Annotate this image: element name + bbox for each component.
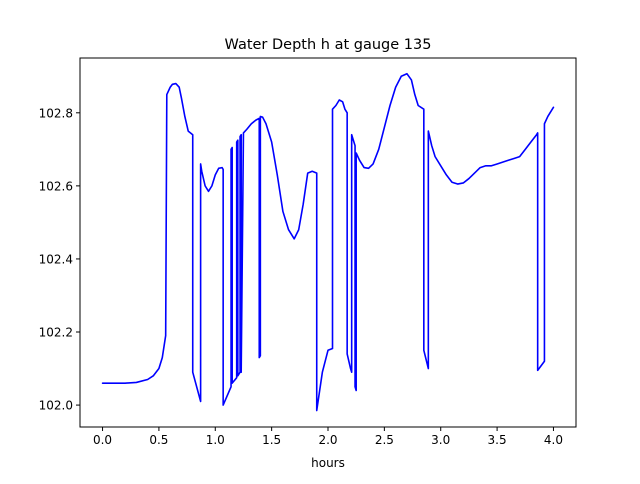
chart-title: Water Depth h at gauge 135 <box>225 37 432 53</box>
series-line-0 <box>101 72 555 412</box>
y-tick-label: 102.8 <box>39 106 73 120</box>
x-axis-label: hours <box>311 456 345 470</box>
x-tick-label: 4.0 <box>544 433 563 447</box>
x-tick-label: 3.0 <box>431 433 450 447</box>
x-axis: 0.0 0.5 1.0 1.5 2.0 2.5 3.0 3.5 4.0 <box>93 427 563 447</box>
x-tick-label: 3.5 <box>488 433 507 447</box>
x-tick-label: 0.5 <box>149 433 168 447</box>
plot-area <box>101 72 555 412</box>
y-tick-label: 102.4 <box>39 252 73 266</box>
y-tick-label: 102.0 <box>39 399 73 413</box>
x-tick-label: 1.5 <box>262 433 281 447</box>
x-tick-label: 2.0 <box>318 433 337 447</box>
y-tick-label: 102.6 <box>39 179 73 193</box>
y-axis: 102.0 102.2 102.4 102.6 102.8 <box>39 106 80 413</box>
x-tick-label: 2.5 <box>375 433 394 447</box>
y-tick-label: 102.2 <box>39 326 73 340</box>
plot-frame <box>79 57 577 428</box>
x-tick-label: 0.0 <box>93 433 112 447</box>
x-tick-label: 1.0 <box>206 433 225 447</box>
